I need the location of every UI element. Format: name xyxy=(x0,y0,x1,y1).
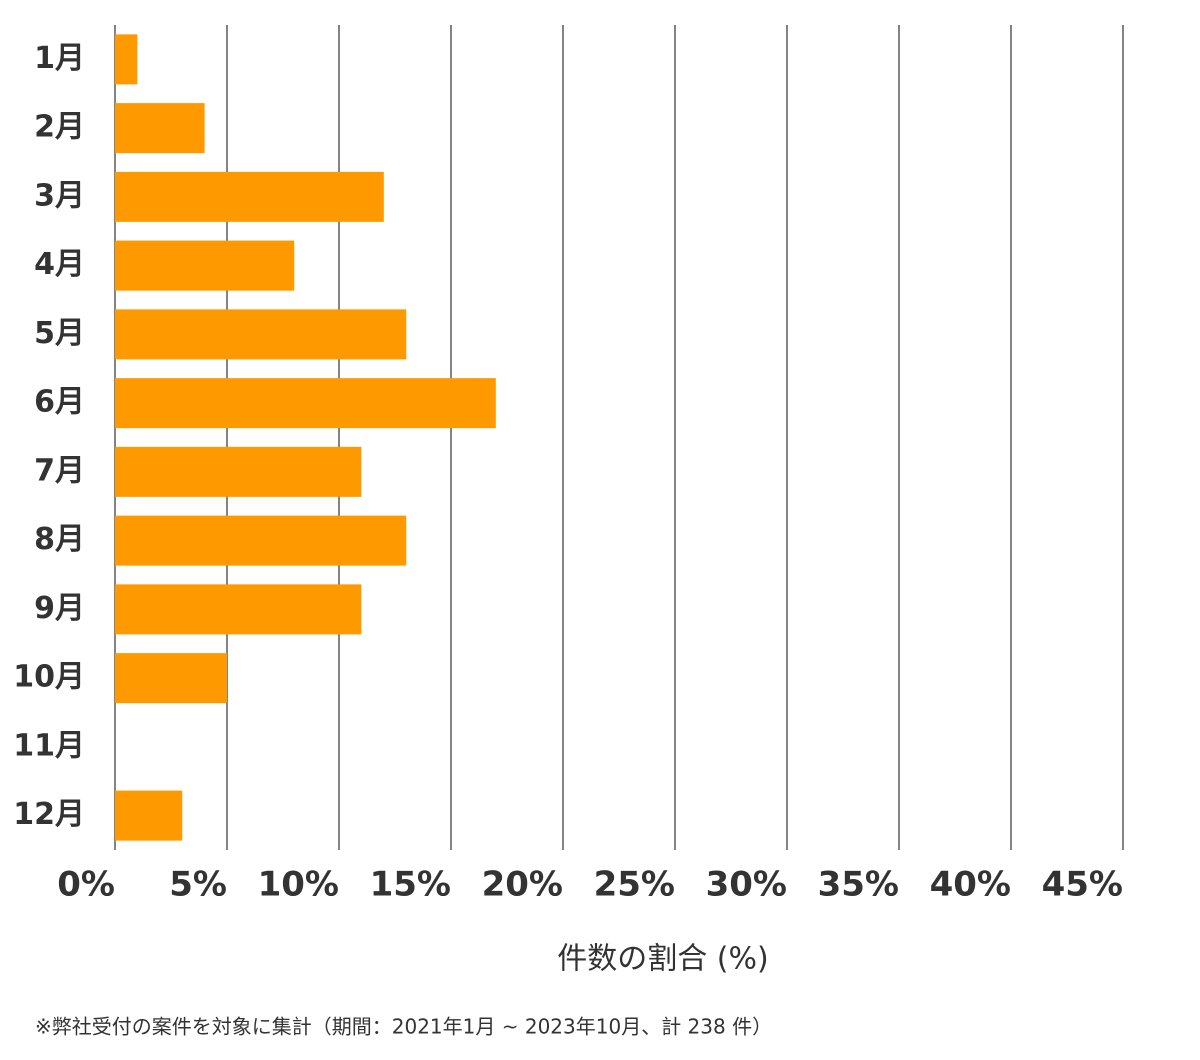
y-tick-label: 8月 xyxy=(34,522,85,557)
x-tick-label: 0% xyxy=(57,865,115,905)
y-tick-label: 12月 xyxy=(13,797,85,832)
x-tick-label: 25% xyxy=(594,865,675,905)
x-tick-label: 30% xyxy=(706,865,787,905)
y-tick-label: 1月 xyxy=(34,41,85,76)
bar xyxy=(115,515,407,566)
bar xyxy=(115,378,496,429)
y-tick-label: 2月 xyxy=(34,110,85,145)
x-axis-title: 件数の割合 (%) xyxy=(557,942,768,977)
bar xyxy=(115,790,183,841)
x-tick-label: 20% xyxy=(482,865,563,905)
y-tick-label: 4月 xyxy=(34,247,85,282)
y-tick-label: 5月 xyxy=(34,316,85,351)
y-tick-label: 9月 xyxy=(34,591,85,626)
x-tick-label: 10% xyxy=(258,865,339,905)
x-tick-label: 35% xyxy=(818,865,899,905)
y-tick-label: 11月 xyxy=(13,728,85,763)
bar xyxy=(115,584,362,635)
bar xyxy=(115,653,227,704)
bar xyxy=(115,446,362,497)
x-tick-label: 40% xyxy=(930,865,1011,905)
x-tick-label: 15% xyxy=(370,865,451,905)
y-tick-label: 6月 xyxy=(34,385,85,420)
bar xyxy=(115,309,407,360)
bar xyxy=(115,171,384,222)
x-tick-label: 45% xyxy=(1042,865,1123,905)
footnote: ※弊社受付の案件を対象に集計（期間：2021年1月 ~ 2023年10月、計 2… xyxy=(35,1015,772,1039)
y-tick-label: 7月 xyxy=(34,453,85,488)
bar xyxy=(115,240,295,291)
bar xyxy=(115,34,138,85)
y-tick-label: 3月 xyxy=(34,178,85,213)
x-tick-label: 5% xyxy=(169,865,227,905)
bar xyxy=(115,103,205,154)
y-tick-label: 10月 xyxy=(13,660,85,695)
